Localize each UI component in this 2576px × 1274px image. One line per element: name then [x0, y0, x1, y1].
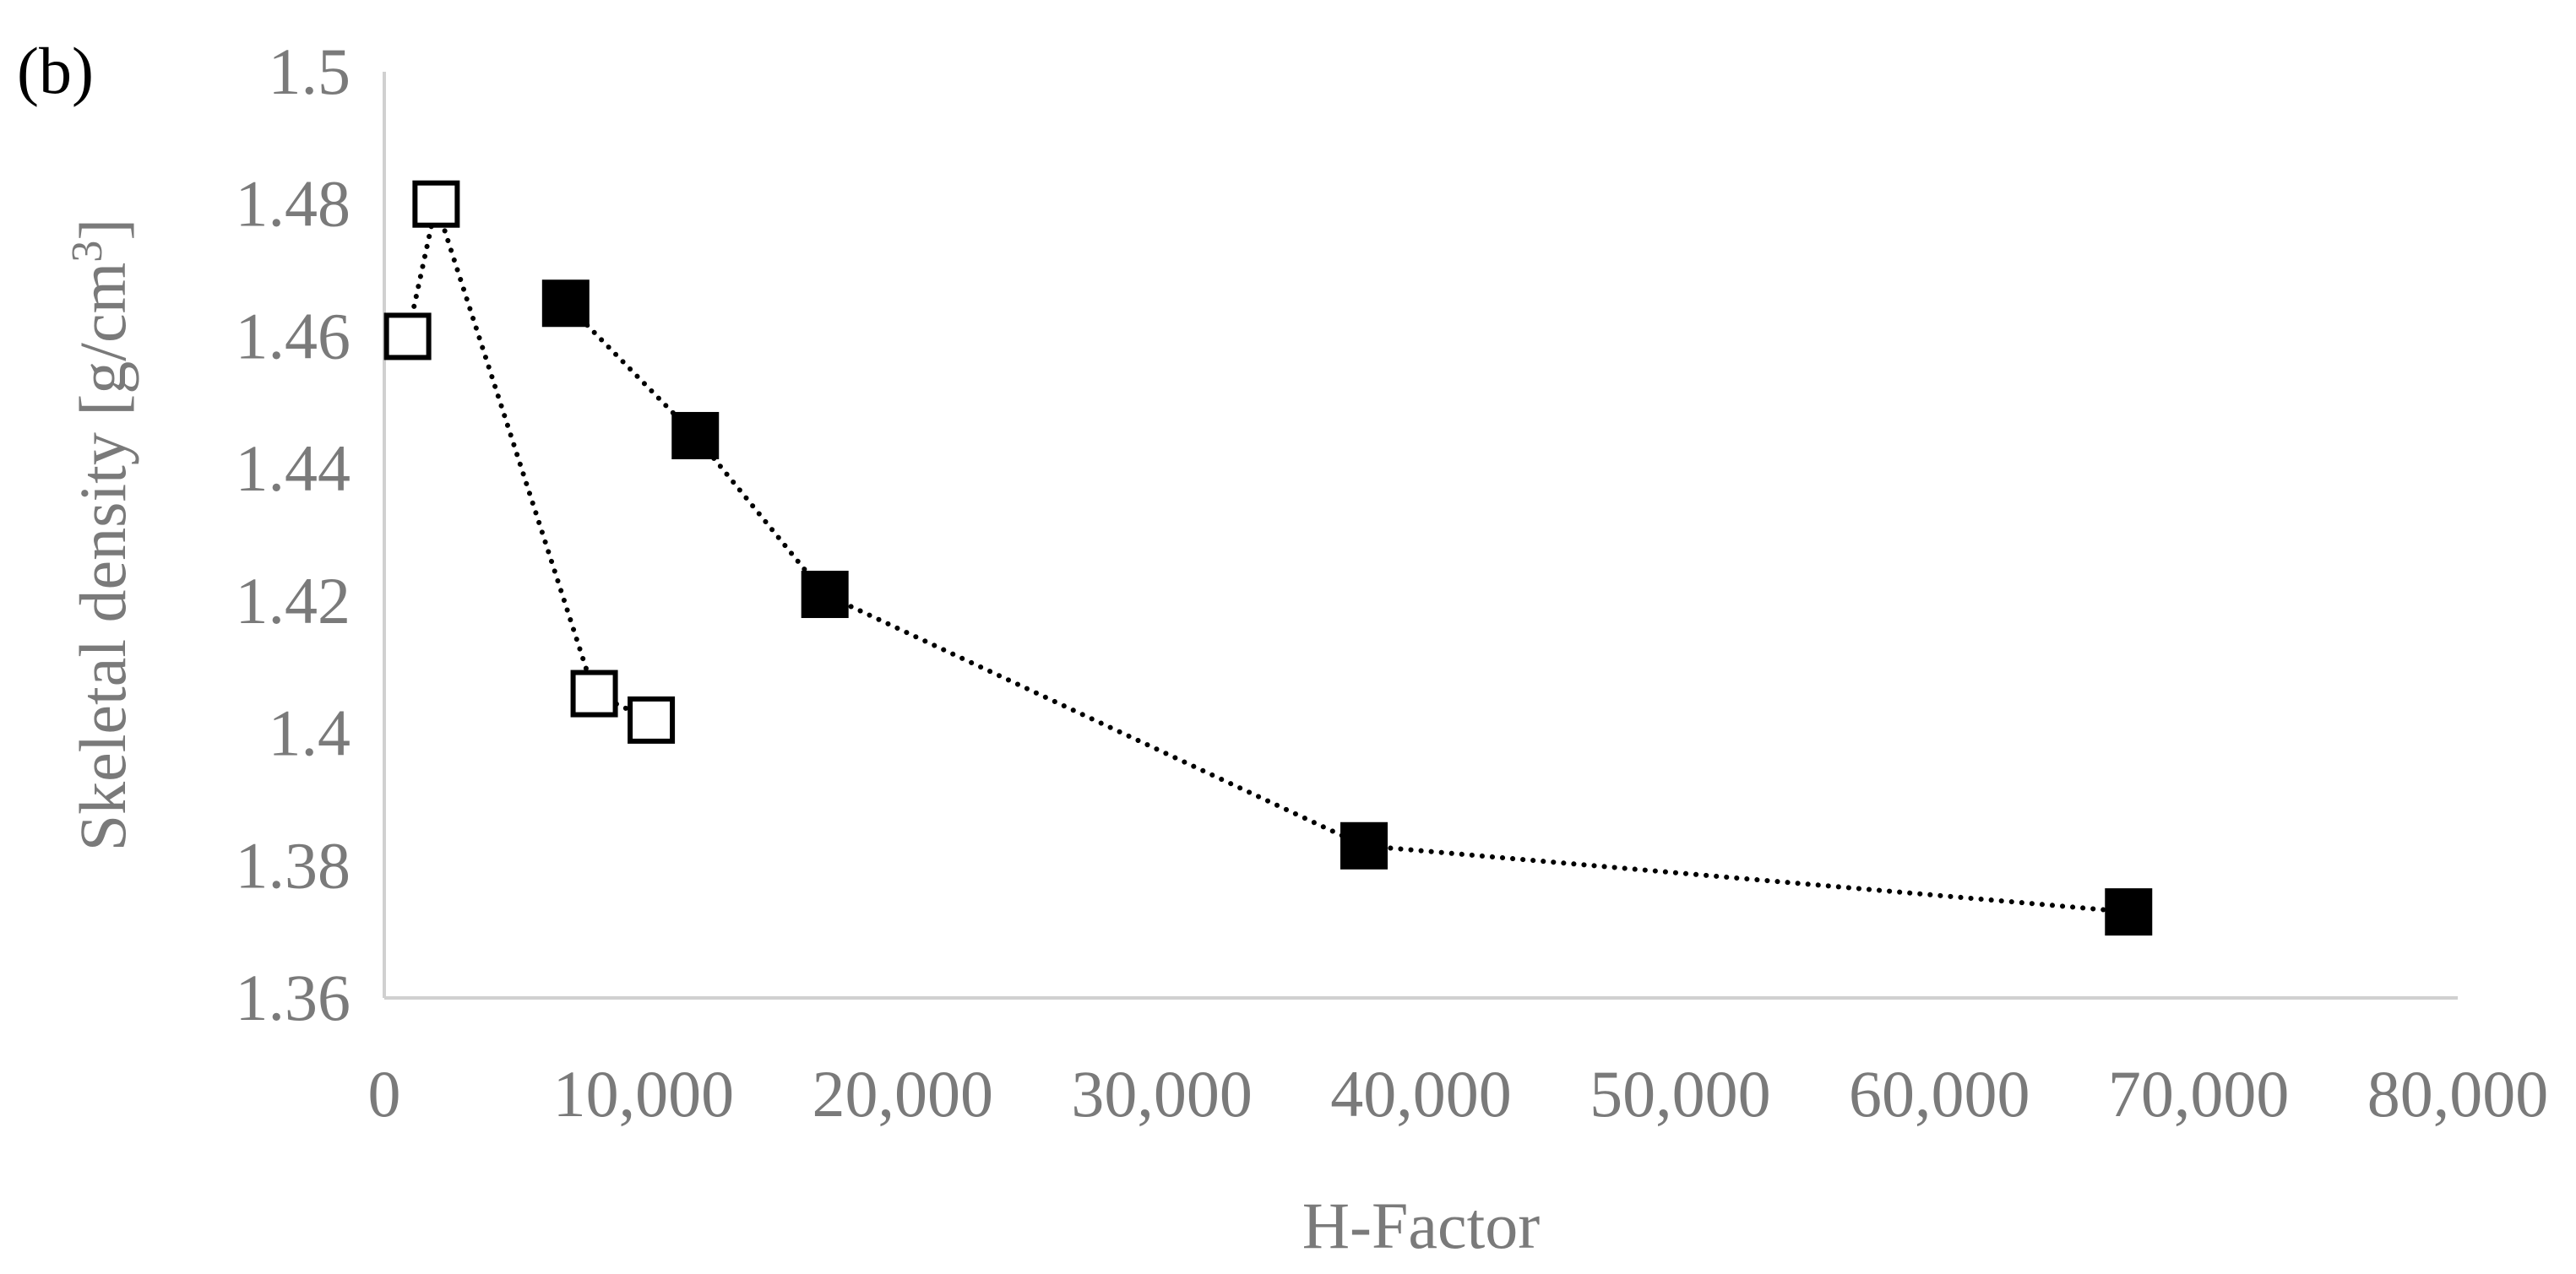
y-axis-title: Skeletal density [g/cm3] [63, 219, 140, 852]
data-point-open-square [383, 312, 432, 361]
x-tick-label: 20,000 [812, 1057, 994, 1130]
y-axis-title-superscript: 3 [63, 241, 111, 263]
x-tick-label: 50,000 [1590, 1057, 1771, 1130]
y-axis-title-main: Skeletal density [g/cm [66, 263, 139, 852]
data-point-open-square [570, 670, 618, 718]
axes [383, 72, 2458, 1000]
x-tick-label: 0 [368, 1057, 401, 1130]
data-point-filled-square [2105, 888, 2153, 936]
x-tick-label: 30,000 [1071, 1057, 1253, 1130]
data-point-filled-square [801, 571, 849, 619]
series-line [405, 194, 655, 723]
series-1 [383, 180, 676, 744]
series-layer [383, 180, 2153, 936]
y-tick-label: 1.5 [269, 35, 351, 108]
series-line [562, 301, 2132, 915]
y-tick-label: 1.36 [236, 961, 351, 1034]
data-point-open-square [412, 180, 460, 228]
y-tick-label: 1.4 [269, 697, 351, 770]
y-axis-title-close: ] [66, 219, 139, 241]
x-tick-label: 60,000 [1849, 1057, 2030, 1130]
data-point-open-square [628, 696, 676, 744]
series-2 [541, 279, 2153, 936]
data-point-filled-square [671, 411, 720, 459]
data-point-filled-square [1340, 821, 1388, 870]
x-tick-label: 80,000 [2367, 1057, 2549, 1130]
data-point-filled-square [541, 279, 590, 328]
y-tick-label: 1.44 [236, 431, 351, 505]
y-tick-label: 1.38 [236, 828, 351, 902]
y-tick-labels: 1.36 1.38 1.4 1.42 1.44 1.46 1.48 1.5 [236, 35, 351, 1034]
x-tick-label: 40,000 [1330, 1057, 1512, 1130]
x-tick-label: 10,000 [553, 1057, 735, 1130]
y-tick-label: 1.48 [236, 167, 351, 241]
x-axis-title: H-Factor [1302, 1189, 1541, 1262]
x-tick-label: 70,000 [2108, 1057, 2290, 1130]
y-tick-label: 1.46 [236, 299, 351, 372]
x-tick-labels: 0 10,000 20,000 30,000 40,000 50,000 60,000 70,… [368, 1057, 2549, 1130]
y-tick-label: 1.42 [236, 564, 351, 637]
panel-label: (b) [17, 34, 94, 107]
